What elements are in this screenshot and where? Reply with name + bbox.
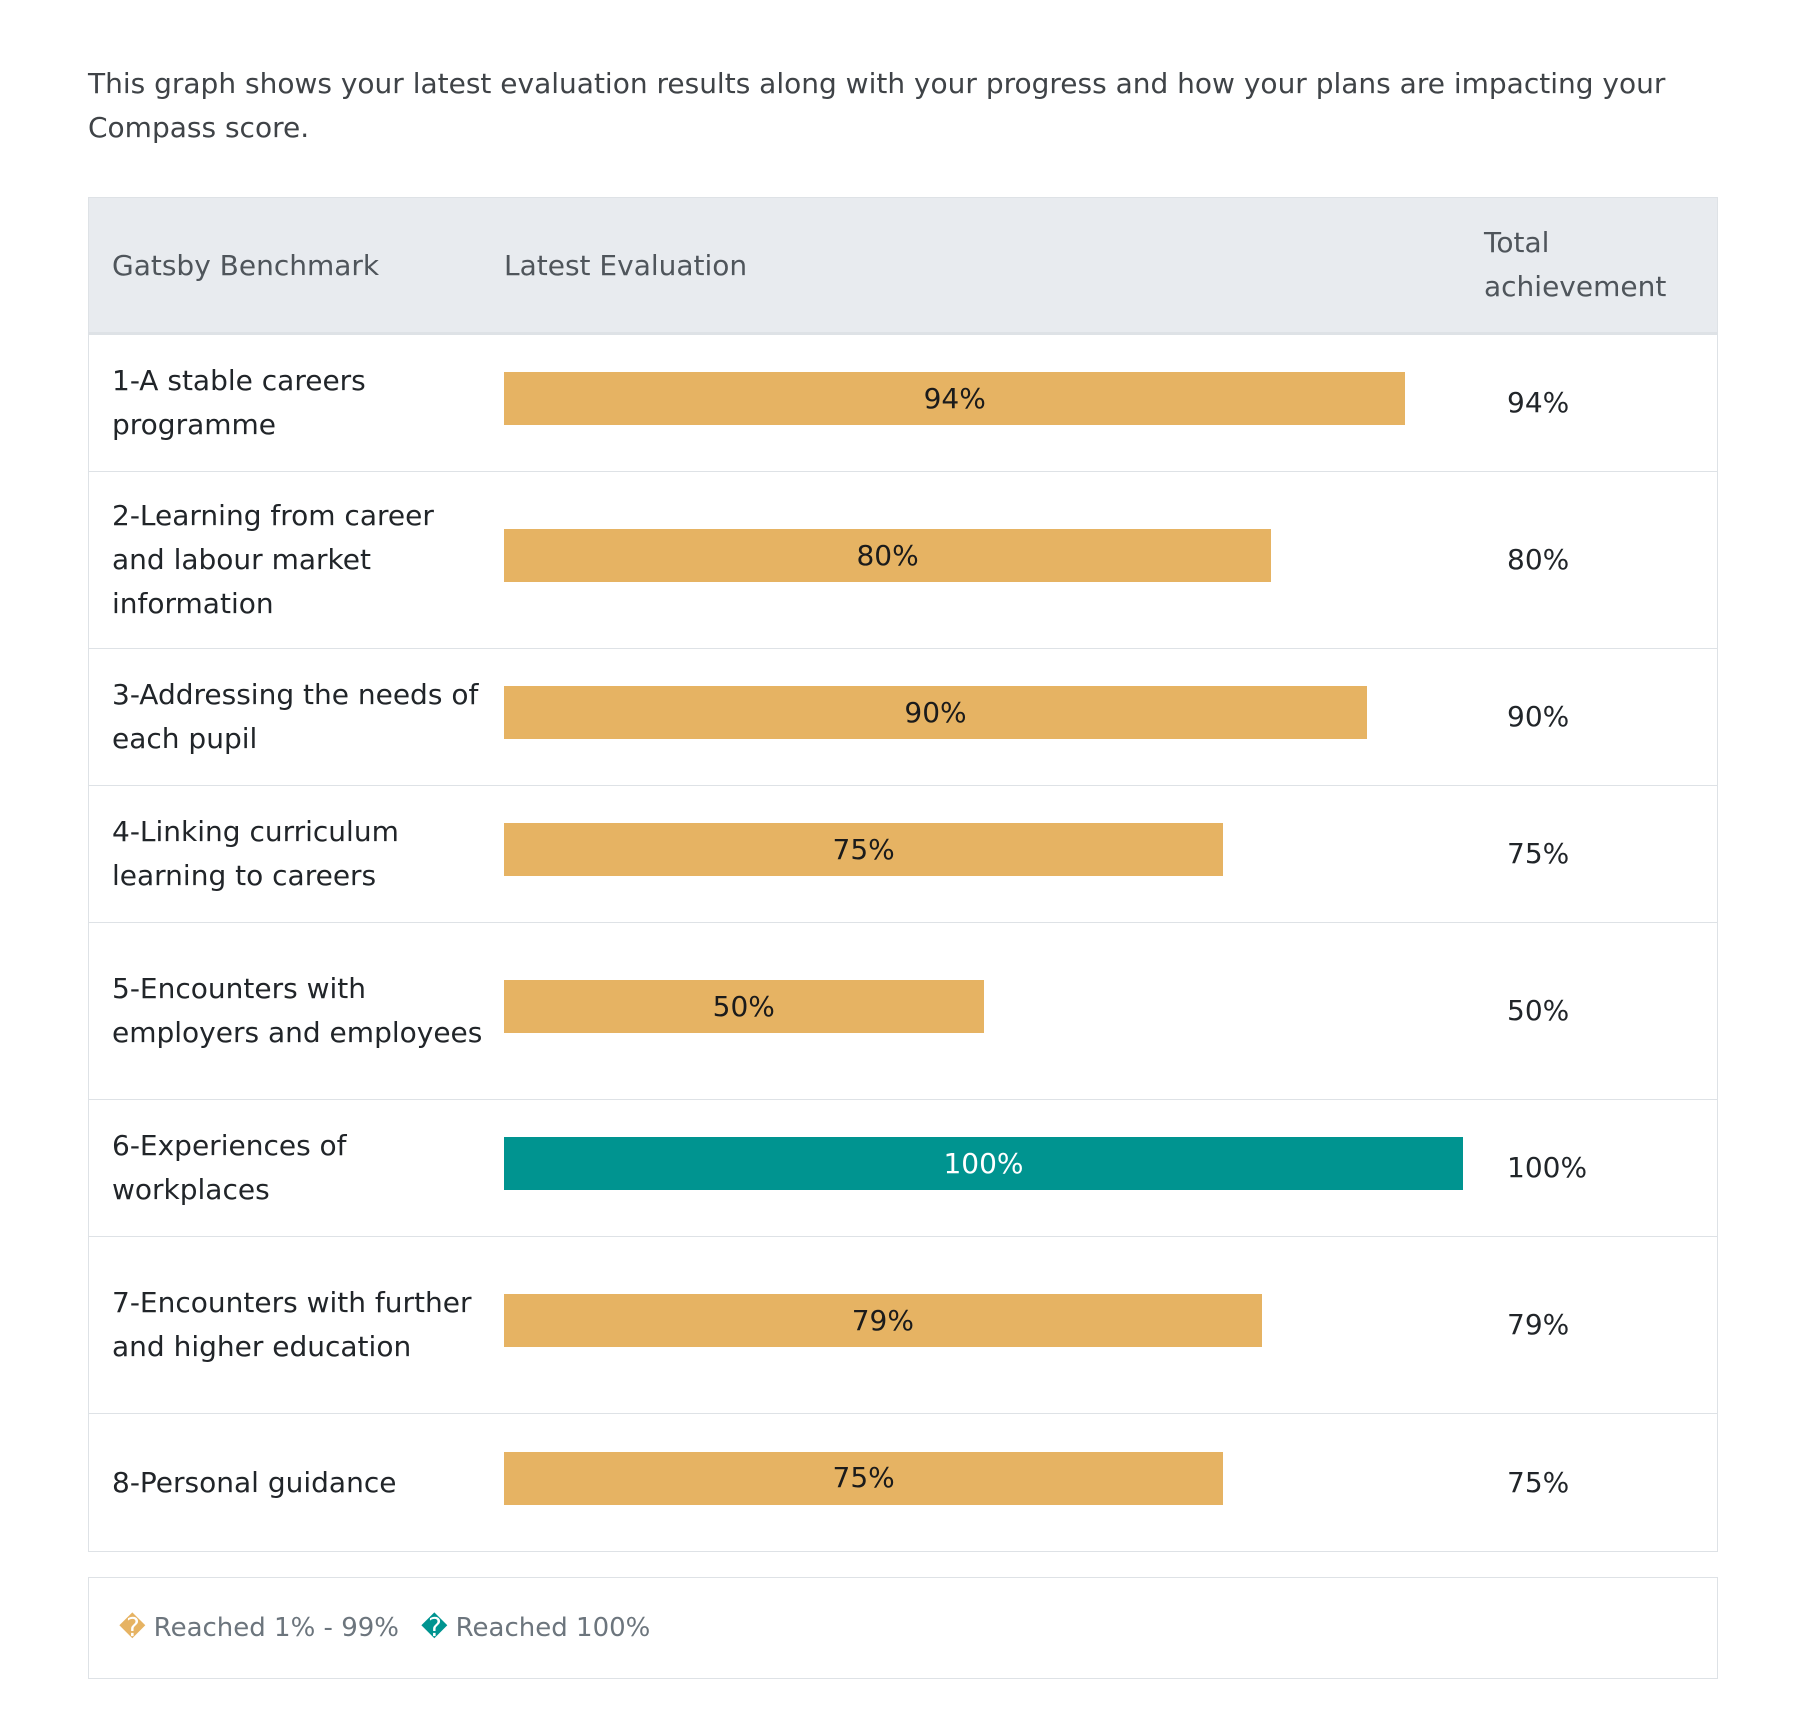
benchmark-name: 1-A stable careers programme — [112, 364, 366, 441]
benchmark-name: 8-Personal guidance — [112, 1465, 397, 1499]
total-achievement-value: 75% — [1507, 1465, 1570, 1499]
table-row: 7-Encounters with further and higher edu… — [89, 1237, 1717, 1414]
benchmark-name: 6-Experiences of workplaces — [112, 1129, 347, 1206]
evaluation-bar: 75% — [504, 823, 1224, 876]
evaluation-bar: 90% — [504, 686, 1368, 739]
evaluation-bar: 79% — [504, 1294, 1262, 1347]
header-latest-evaluation: Latest Evaluation — [504, 248, 748, 282]
total-achievement-value: 100% — [1507, 1151, 1588, 1184]
bar-cell: 79% — [504, 1237, 1507, 1413]
total-achievement-value: 80% — [1507, 543, 1570, 576]
table-row: 4-Linking curriculum learning to careers… — [89, 786, 1717, 923]
legend-marker-icon: � — [119, 1613, 146, 1643]
intro-text: This graph shows your latest evaluation … — [88, 67, 1666, 144]
evaluation-bar: 50% — [504, 980, 984, 1033]
benchmark-name: 4-Linking curriculum learning to careers — [112, 815, 399, 892]
legend-marker-icon: � — [420, 1613, 448, 1643]
evaluation-bar: 80% — [504, 529, 1272, 582]
table-row: 3-Addressing the needs of each pupil 90% 9… — [89, 649, 1717, 786]
benchmark-name: 3-Addressing the needs of each pupil — [112, 678, 479, 755]
header-total-achievement: Total achievement — [1484, 226, 1667, 303]
evaluation-bar: 75% — [504, 1451, 1224, 1505]
total-achievement-value: 75% — [1507, 837, 1570, 870]
legend-item: � Reached 1% - 99% — [119, 1613, 399, 1643]
evaluation-bar: 94% — [504, 372, 1406, 425]
benchmark-name: 7-Encounters with further and higher edu… — [112, 1286, 472, 1363]
header-gatsby-benchmark: Gatsby Benchmark — [112, 248, 380, 282]
table-header: Gatsby Benchmark Latest Evaluation Total… — [89, 198, 1717, 335]
total-achievement-value: 90% — [1507, 700, 1570, 733]
table-row: 6-Experiences of workplaces 100% 100% — [89, 1100, 1717, 1237]
legend-item: � Reached 100% — [421, 1613, 650, 1643]
bar-cell: 75% — [504, 1414, 1507, 1551]
benchmark-name: 5-Encounters with employers and employee… — [112, 972, 483, 1049]
evaluation-table: Gatsby Benchmark Latest Evaluation Total… — [88, 197, 1718, 1552]
table-row: 8-Personal guidance 75% 75% — [89, 1414, 1717, 1551]
benchmark-name: 2-Learning from career and labour market… — [112, 499, 434, 620]
table-row: 1-A stable careers programme 94% 94% — [89, 335, 1717, 472]
total-achievement-value: 79% — [1507, 1308, 1570, 1341]
bar-cell: 90% — [504, 649, 1507, 785]
table-row: 2-Learning from career and labour market… — [89, 472, 1717, 649]
table-body: 1-A stable careers programme 94% 94% 2-Lear… — [89, 335, 1717, 1551]
bar-cell: 75% — [504, 786, 1507, 922]
bar-cell: 50% — [504, 923, 1507, 1099]
evaluation-bar: 100% — [504, 1137, 1463, 1190]
legend-label: Reached 1% - 99% — [153, 1613, 399, 1643]
total-achievement-value: 50% — [1507, 994, 1570, 1027]
bar-cell: 100% — [504, 1100, 1507, 1236]
total-achievement-value: 94% — [1507, 386, 1570, 419]
bar-cell: 94% — [504, 335, 1507, 471]
legend: � Reached 1% - 99% � Reached 100% — [88, 1577, 1718, 1679]
legend-label: Reached 100% — [455, 1613, 651, 1643]
table-row: 5-Encounters with employers and employee… — [89, 923, 1717, 1100]
bar-cell: 80% — [504, 472, 1507, 648]
